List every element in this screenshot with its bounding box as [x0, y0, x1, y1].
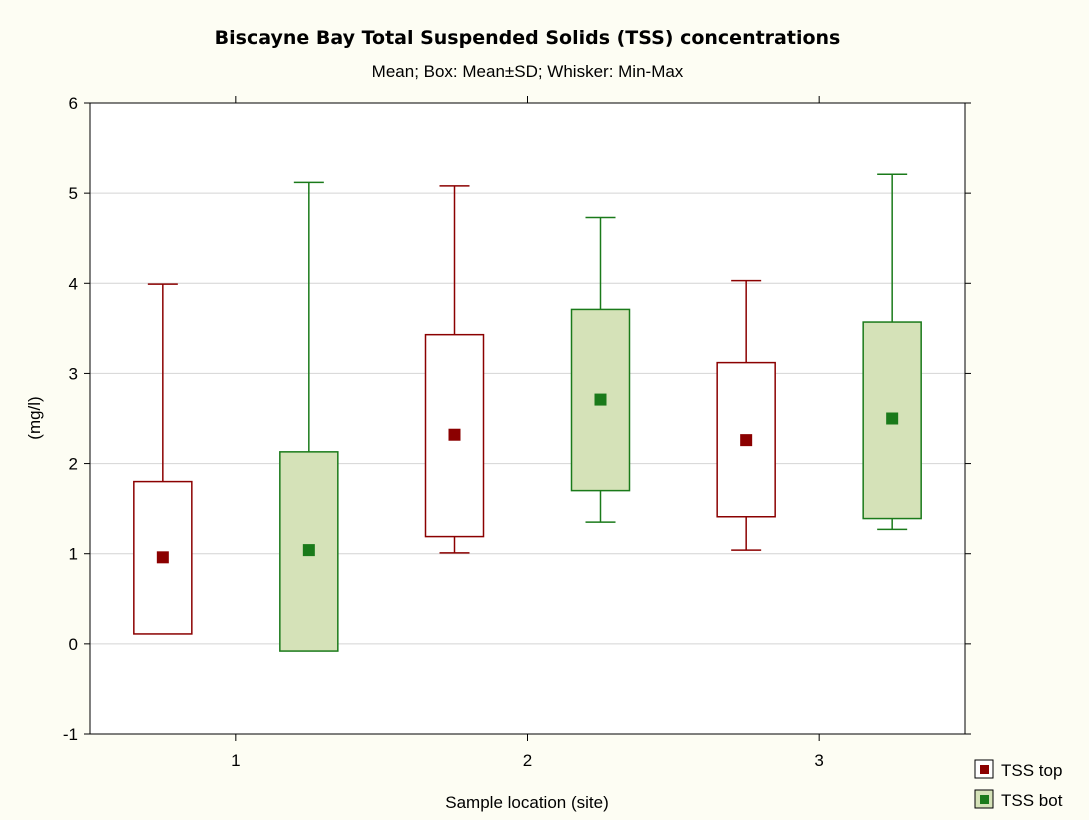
y-tick-label: 4	[69, 274, 78, 293]
box-group	[716, 279, 776, 551]
y-tick-label: 5	[69, 184, 78, 203]
legend-label: TSS top	[1001, 761, 1062, 780]
legend-label: TSS bot	[1001, 791, 1063, 810]
x-tick-label: 3	[814, 751, 823, 770]
mean-marker	[448, 428, 461, 441]
y-tick-label: 1	[69, 545, 78, 564]
y-tick-label: 0	[69, 635, 78, 654]
box-group	[133, 283, 193, 635]
legend-marker	[980, 765, 989, 774]
box-group	[862, 173, 922, 531]
box-group	[570, 216, 631, 523]
y-tick-label: 6	[69, 94, 78, 113]
mean-marker	[156, 551, 169, 564]
mean-marker	[886, 412, 899, 425]
mean-marker	[594, 393, 607, 406]
legend: TSS top TSS bot	[974, 759, 1063, 810]
axes: -1 0 1 2 3 4 5 6 1 2 3	[63, 94, 971, 770]
y-tick-label: -1	[63, 725, 78, 744]
legend-marker	[980, 795, 989, 804]
box-group	[424, 185, 485, 554]
mean-marker	[302, 544, 315, 557]
y-tick-label: 2	[69, 455, 78, 474]
mean-marker	[740, 434, 753, 447]
chart-subtitle: Mean; Box: Mean±SD; Whisker: Min-Max	[371, 62, 684, 81]
box-group	[279, 181, 339, 652]
series-layer	[133, 173, 922, 652]
chart-title: Biscayne Bay Total Suspended Solids (TSS…	[214, 27, 841, 49]
y-axis-label: (mg/l)	[25, 396, 44, 439]
x-tick-label: 1	[231, 751, 240, 770]
plot-area	[90, 103, 965, 734]
x-axis-label: Sample location (site)	[445, 793, 608, 812]
y-tick-label: 3	[69, 364, 78, 383]
grid-lines	[90, 103, 965, 734]
x-tick-label: 2	[523, 751, 532, 770]
